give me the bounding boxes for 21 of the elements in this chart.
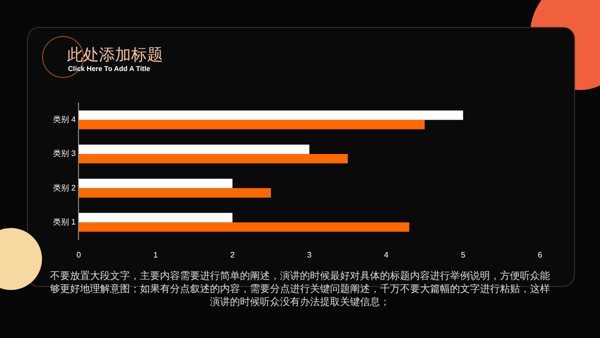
y-tick-label: 类别 3	[53, 149, 76, 158]
x-tick-label: 0	[76, 250, 82, 260]
x-tick-label: 3	[307, 250, 312, 260]
x-tick-label: 5	[460, 250, 466, 260]
x-tick-label: 4	[384, 250, 389, 260]
x-tick-label: 1	[153, 250, 158, 260]
bar	[78, 110, 464, 120]
bar	[78, 154, 348, 164]
text: 不要放置大段文字，主要内容需要进行简单的阐述，演讲的时候最好对具体的标题内容进行举例说明，方便听众能够更好地理解意图；如果有分点叙述的内容，需要分点进行关键问题阐述，千万不要大篇幅的文字进行粘贴，这样演讲的时候听众没有办法提取关键信息；	[50, 270, 550, 309]
bar	[78, 188, 271, 198]
y-tick-label: 类别 2	[53, 183, 76, 192]
bar	[78, 212, 232, 222]
bar	[78, 222, 410, 232]
bar	[78, 120, 425, 130]
bar	[78, 144, 310, 154]
chart-title: 此处添加标题	[67, 45, 163, 66]
x-tick-label: 2	[230, 250, 236, 260]
y-tick-label: 类别 4	[53, 115, 76, 124]
y-tick-label: 类别 1	[53, 218, 76, 227]
x-tick-label: 6	[538, 250, 543, 260]
bar	[78, 178, 232, 188]
